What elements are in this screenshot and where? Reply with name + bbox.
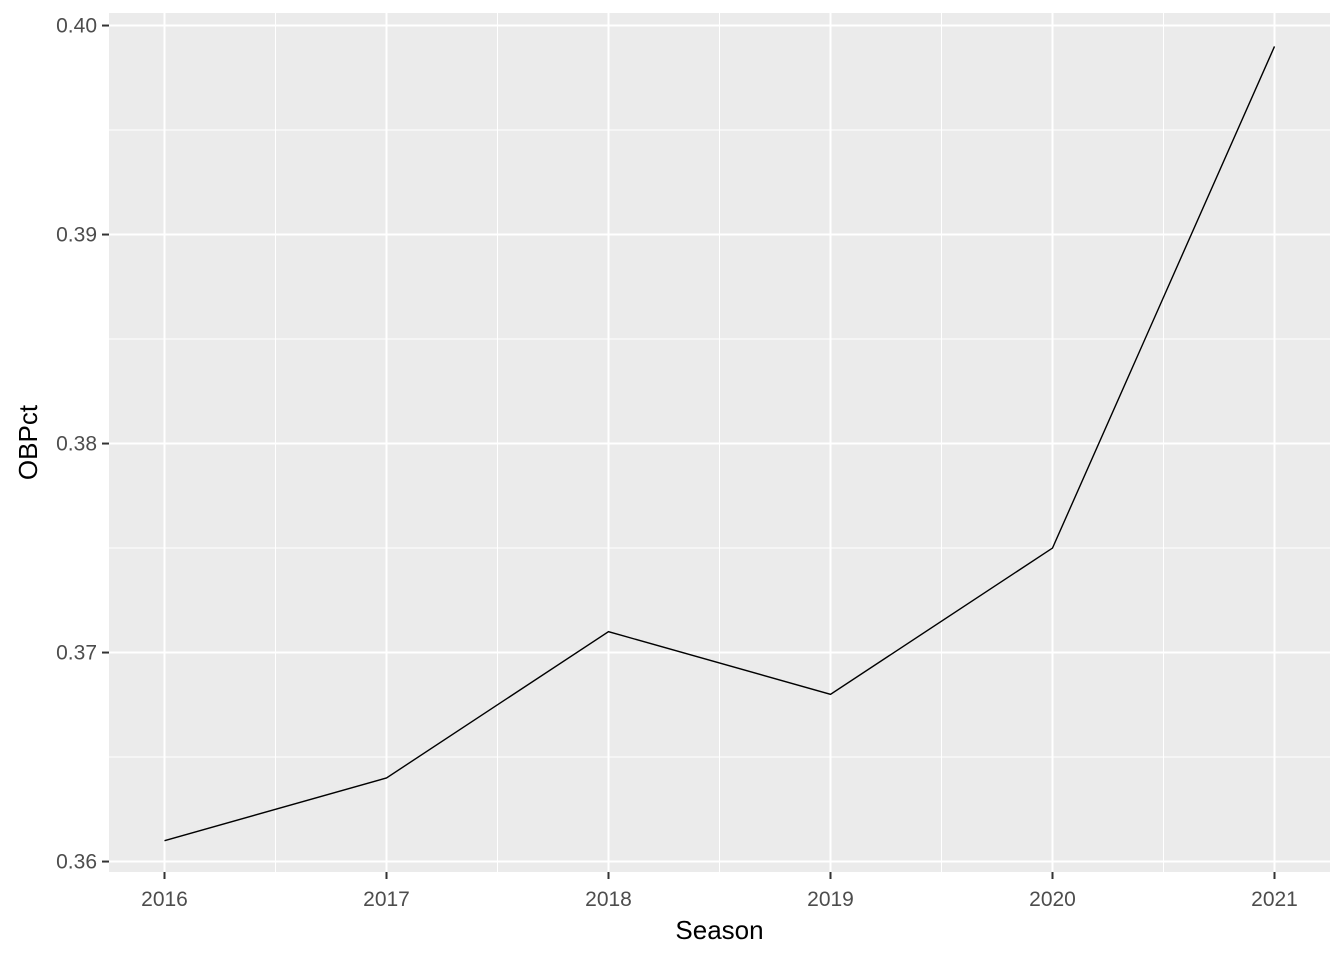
minor-gridlines: [109, 13, 1330, 872]
y-tick-label: 0.37: [56, 642, 97, 665]
x-tick-labels: 2016 2017 2018 2019 2020 2021: [141, 888, 1298, 911]
y-tick-label: 0.40: [56, 15, 97, 38]
axis-ticks: [102, 24, 1276, 879]
x-tick-label: 2018: [585, 888, 632, 911]
x-tick-label: 2016: [141, 888, 188, 911]
y-tick-labels: 0.36 0.37 0.38 0.39 0.40: [56, 15, 97, 874]
x-tick-label: 2021: [1251, 888, 1298, 911]
major-gridlines: [109, 13, 1330, 872]
x-axis-title: Season: [675, 915, 763, 945]
y-tick-label: 0.39: [56, 224, 97, 247]
series-line: [164, 46, 1276, 842]
x-tick-label: 2020: [1029, 888, 1076, 911]
y-tick-label: 0.36: [56, 851, 97, 874]
x-tick-label: 2019: [807, 888, 854, 911]
y-tick-label: 0.38: [56, 433, 97, 456]
y-axis-title: OBPct: [13, 404, 43, 480]
x-tick-label: 2017: [363, 888, 410, 911]
